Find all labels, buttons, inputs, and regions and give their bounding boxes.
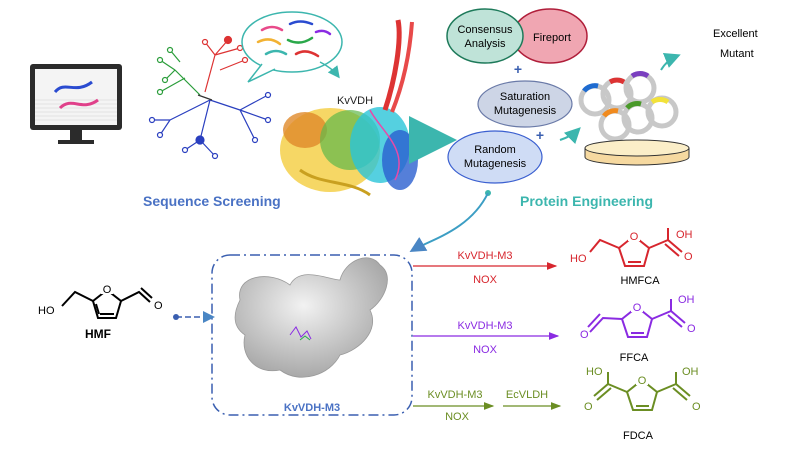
atom-o: O	[633, 302, 642, 314]
kvvdh-m3-enzyme-box: KvVDH-M3	[211, 254, 413, 416]
arrow-to-m3-enzyme	[409, 192, 489, 253]
ffca-molecule	[587, 299, 686, 338]
method-saturation-line2: Mutagenesis	[494, 105, 557, 117]
sequence-screening-title: Sequence Screening	[143, 193, 281, 209]
method-saturation-line1: Saturation	[500, 91, 550, 103]
method-random-line1: Random	[474, 144, 516, 156]
atom-o: O	[630, 231, 639, 243]
atom-ho: HO	[38, 305, 55, 317]
protein-surface	[234, 257, 388, 378]
reaction-cofactor: NOX	[473, 274, 498, 286]
product-name-hmfca: HMFCA	[620, 275, 660, 287]
atom-o: O	[684, 251, 693, 263]
reaction-cofactor: NOX	[445, 411, 470, 423]
plus-sign: +	[514, 61, 522, 77]
atom-oh: OH	[676, 229, 693, 241]
petri-dish-icon	[584, 139, 690, 166]
atom-ho: HO	[586, 366, 603, 378]
method-fireport: Fireport	[533, 32, 571, 44]
method-consensus-line2: Analysis	[465, 38, 506, 50]
arrow-to-plasmids	[559, 127, 581, 145]
atom-oh: OH	[682, 366, 699, 378]
engineering-methods: Consensus Analysis Fireport + Saturation…	[446, 8, 588, 184]
plus-sign: +	[536, 127, 544, 143]
reaction-cofactor: NOX	[473, 344, 498, 356]
atom-ho: HO	[570, 253, 587, 265]
atom-o: O	[103, 284, 112, 296]
reaction-enzyme: KvVDH-M3	[457, 320, 512, 332]
atom-o: O	[692, 401, 701, 413]
arrow-to-mutant	[660, 53, 681, 71]
atom-o: O	[638, 375, 647, 387]
reaction-second-enzyme: EcVLDH	[506, 389, 548, 401]
sequence-speech-bubble	[241, 11, 343, 83]
atom-o: O	[687, 323, 696, 335]
atom-o: O	[580, 329, 589, 341]
hmfca-molecule	[589, 228, 683, 267]
protein-engineering-title: Protein Engineering	[520, 193, 653, 209]
excellent-mutant-line2: Mutant	[720, 48, 754, 60]
method-consensus-line1: Consensus	[457, 24, 513, 36]
hmf-molecule	[61, 282, 153, 319]
fdca-molecule	[593, 372, 691, 411]
product-name-ffca: FFCA	[620, 352, 649, 364]
method-random-line2: Mutagenesis	[464, 158, 527, 170]
atom-o: O	[154, 300, 163, 312]
atom-o: O	[584, 401, 593, 413]
reaction-enzyme: KvVDH-M3	[457, 250, 512, 262]
reaction-enzyme: KvVDH-M3	[427, 389, 482, 401]
substrate-name: HMF	[85, 327, 111, 341]
phylogenetic-tree	[148, 35, 272, 160]
kvvdh-protein-structure: KvVDH	[280, 19, 418, 197]
plasmid-library-icon	[578, 71, 679, 142]
excellent-mutant-line1: Excellent	[713, 28, 758, 40]
enzyme-label: KvVDH-M3	[284, 402, 340, 414]
computer-monitor-icon	[30, 64, 122, 144]
product-name-fdca: FDCA	[623, 430, 654, 442]
atom-oh: OH	[678, 294, 695, 306]
protein-label: KvVDH	[337, 95, 373, 107]
